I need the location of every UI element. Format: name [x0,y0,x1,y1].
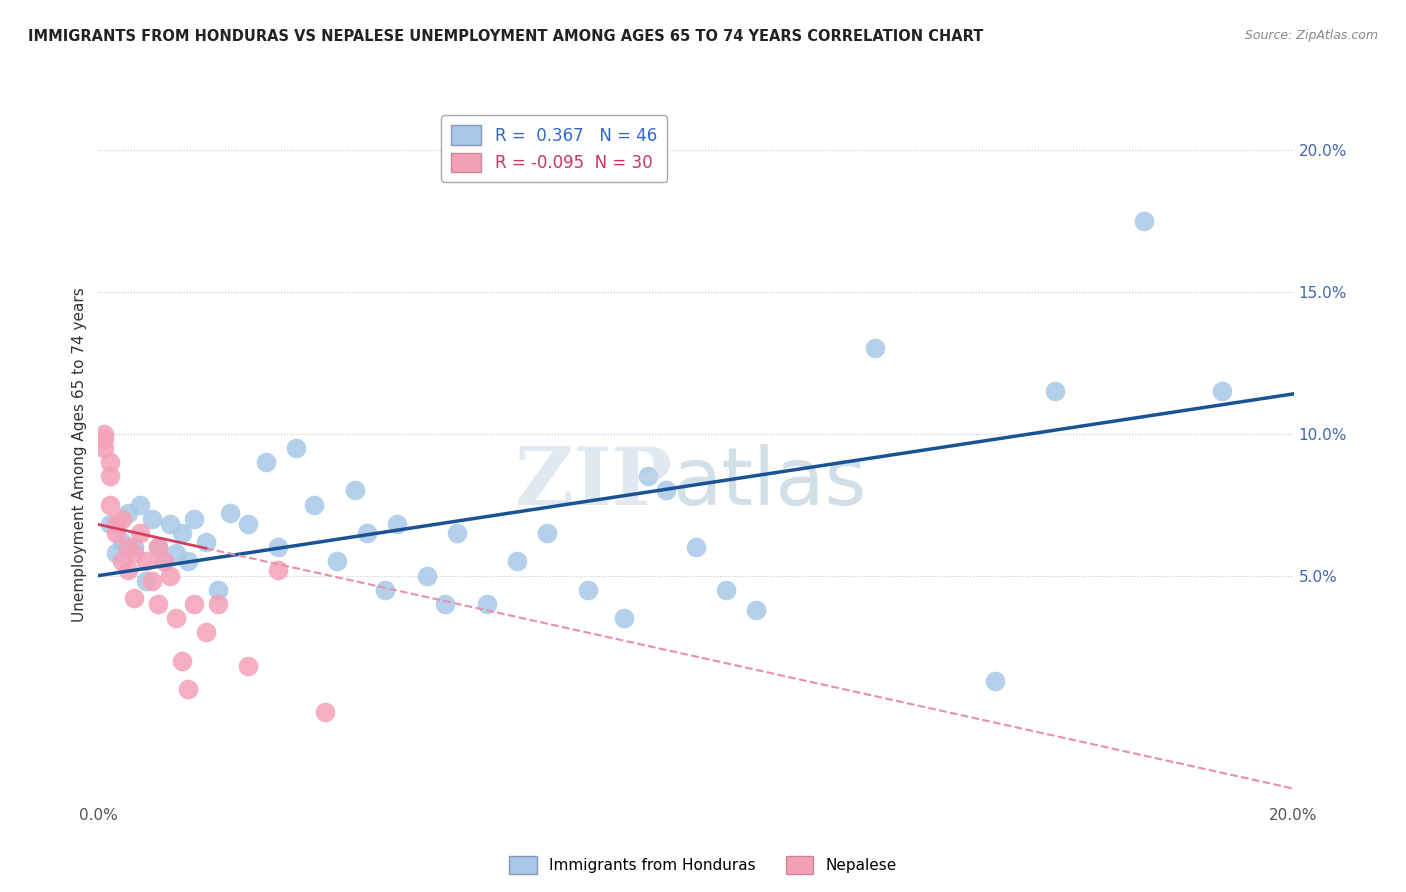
Point [117,506,139,520]
Point [172,526,194,541]
Point [105,526,128,541]
Point [177,682,200,697]
Point [93,432,115,446]
Point [100,498,122,512]
Point [100,455,122,469]
Point [177,554,200,568]
Point [183,597,205,611]
Point [105,517,128,532]
Point [159,517,181,532]
Point [984,673,1007,688]
Point [637,469,659,483]
Text: Source: ZipAtlas.com: Source: ZipAtlas.com [1244,29,1378,43]
Point [129,526,152,541]
Point [148,540,170,554]
Point [117,540,139,554]
Point [536,526,558,541]
Point [93,441,115,455]
Point [434,597,457,611]
Point [1043,384,1066,398]
Point [111,512,134,526]
Point [148,540,170,554]
Point [93,426,115,441]
Point [124,546,146,560]
Point [172,654,194,668]
Point [135,554,157,568]
Text: IMMIGRANTS FROM HONDURAS VS NEPALESE UNEMPLOYMENT AMONG AGES 65 TO 74 YEARS CORR: IMMIGRANTS FROM HONDURAS VS NEPALESE UNE… [28,29,983,45]
Point [111,554,134,568]
Point [578,582,600,597]
Point [506,554,529,568]
Point [326,554,349,568]
Point [153,554,176,568]
Point [284,441,307,455]
Point [1211,384,1233,398]
Point [100,469,122,483]
Point [613,611,636,625]
Text: atlas: atlas [672,443,866,522]
Point [153,554,176,568]
Point [356,526,378,541]
Point [183,512,205,526]
Point [236,659,259,673]
Point [148,597,170,611]
Point [745,603,768,617]
Legend: R =  0.367   N = 46, R = -0.095  N = 30: R = 0.367 N = 46, R = -0.095 N = 30 [441,115,666,182]
Point [141,512,163,526]
Point [141,574,163,589]
Text: ZIP: ZIP [515,443,672,522]
Point [195,534,218,549]
Point [254,455,277,469]
Y-axis label: Unemployment Among Ages 65 to 74 years: Unemployment Among Ages 65 to 74 years [72,287,87,623]
Point [165,611,187,625]
Point [100,517,122,532]
Point [302,498,325,512]
Point [655,483,678,498]
Point [159,568,181,582]
Point [129,498,152,512]
Point [446,526,468,541]
Point [124,540,146,554]
Point [124,591,146,606]
Point [315,705,337,719]
Point [374,582,396,597]
Point [267,563,290,577]
Point [344,483,367,498]
Point [385,517,409,532]
Legend: Immigrants from Honduras, Nepalese: Immigrants from Honduras, Nepalese [503,850,903,880]
Point [165,546,187,560]
Point [111,534,134,549]
Point [714,582,737,597]
Point [207,597,229,611]
Point [117,563,139,577]
Point [1133,213,1156,227]
Point [236,517,259,532]
Point [865,342,887,356]
Point [207,582,229,597]
Point [135,574,157,589]
Point [105,546,128,560]
Point [267,540,290,554]
Point [219,506,242,520]
Point [416,568,439,582]
Point [475,597,498,611]
Point [195,625,218,640]
Point [685,540,707,554]
